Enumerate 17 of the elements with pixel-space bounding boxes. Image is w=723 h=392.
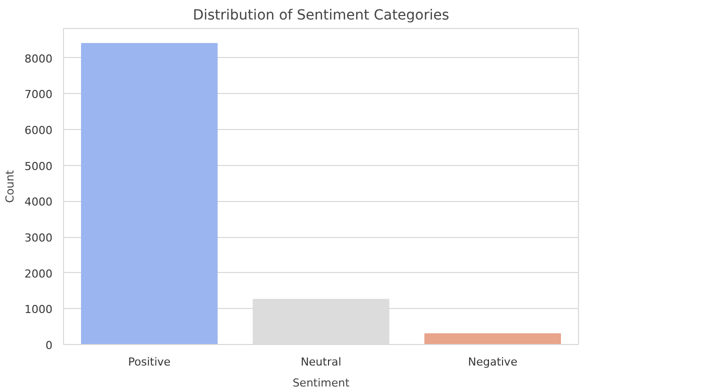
y-tick-label: 2000 bbox=[24, 267, 53, 280]
y-tick-label: 1000 bbox=[24, 303, 53, 316]
bar bbox=[81, 43, 218, 344]
y-tick-label: 7000 bbox=[24, 88, 53, 102]
x-tick-label: Positive bbox=[128, 356, 171, 368]
y-axis-title: Count bbox=[4, 169, 17, 203]
y-tick-label: 8000 bbox=[24, 52, 53, 66]
x-axis-title: Sentiment bbox=[292, 376, 350, 390]
x-tick-label: Negative bbox=[468, 356, 518, 368]
y-tick-label: 0 bbox=[46, 339, 52, 352]
bar bbox=[424, 333, 561, 344]
chart-title: Distribution of Sentiment Categories bbox=[192, 8, 450, 24]
y-tick-label: 3000 bbox=[24, 232, 53, 245]
y-tick-label: 4000 bbox=[24, 196, 53, 209]
y-tick-label: 5000 bbox=[24, 160, 53, 173]
x-tick-label: Neutral bbox=[300, 356, 342, 368]
y-tick-label: 6000 bbox=[24, 124, 53, 138]
